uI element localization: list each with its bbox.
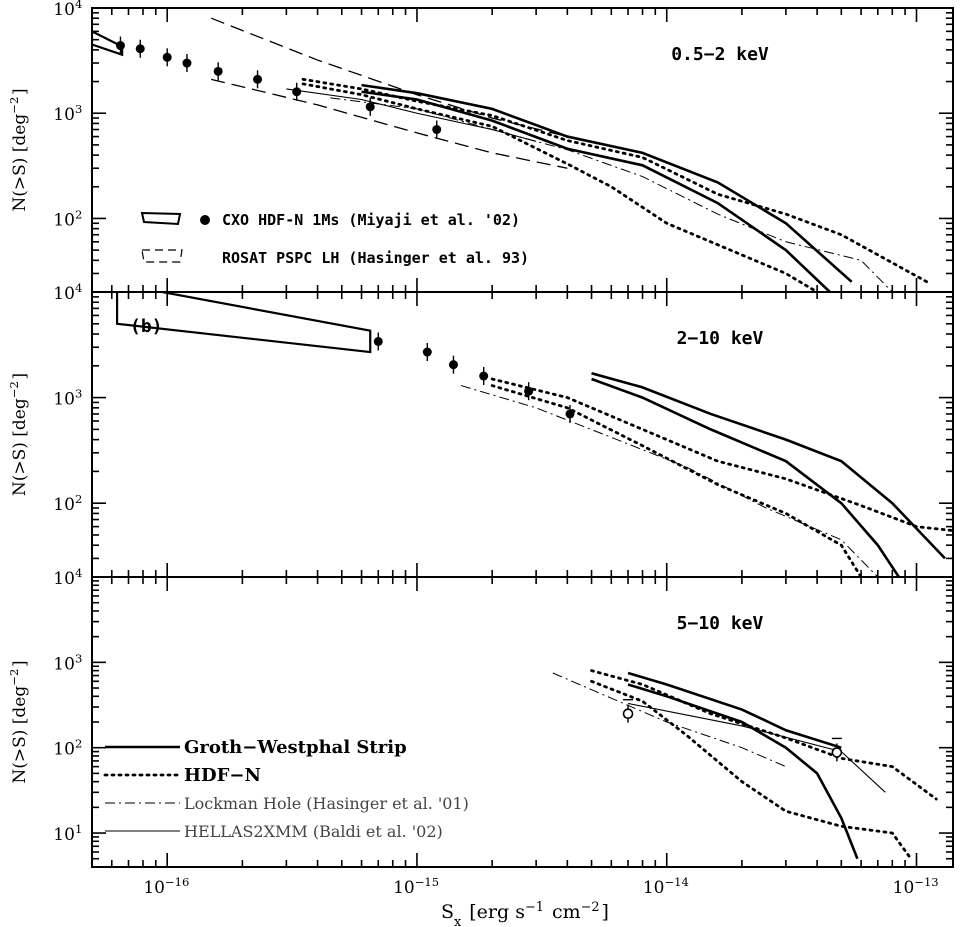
panel-2: 104 103 102 N(>S) [deg−2 ]2−10 keV(b): [7, 281, 954, 578]
data-point: [182, 58, 192, 68]
data-point: [479, 371, 489, 381]
series-line: [211, 78, 568, 169]
legend-item: HDF−N: [103, 765, 261, 786]
data-point: [432, 125, 442, 135]
series-line: [627, 702, 886, 793]
series-line: [490, 377, 953, 533]
y-axis-label: N(>S) [deg−2 ]: [7, 88, 30, 211]
x-tick-label: 10−16: [143, 875, 191, 898]
y-tick-label: 102: [53, 737, 84, 760]
legend-label: CXO HDF-N 1Ms (Miyaji et al. '02): [222, 211, 520, 229]
constraint-box: [92, 30, 124, 57]
series-line: [490, 384, 863, 577]
legend-item: HELLAS2XMM (Baldi et al. '02): [105, 822, 443, 841]
panel-1: 104 103 102 N(>S) [deg−2 ] 0.5−2 keV CXO H…: [7, 0, 954, 293]
series-line: [330, 97, 893, 292]
data-point: [831, 747, 843, 758]
legend-item: Lockman Hole (Hasinger et al. '01): [105, 794, 469, 813]
y-tick-label: 101: [53, 822, 84, 845]
legend-label: Groth−Westphal Strip: [184, 737, 407, 758]
y-axis-label: N(>S) [deg−2 ]: [7, 373, 30, 496]
band-label: 2−10 keV: [677, 328, 764, 349]
legend-item: Groth−Westphal Strip: [105, 737, 407, 758]
series-line: [627, 683, 859, 860]
legend-label: Lockman Hole (Hasinger et al. '01): [184, 794, 469, 813]
constraint-box: [115, 292, 372, 354]
data-point: [565, 409, 575, 419]
data-point: [135, 44, 145, 54]
y-tick-label: 102: [53, 207, 84, 230]
x-axis-label: Sx [erg s−1 cm−2 ]: [441, 900, 609, 927]
series-line: [361, 83, 853, 283]
data-point: [292, 87, 302, 97]
y-tick-label: 102: [53, 492, 84, 515]
legend-item: ROSAT PSPC LH (Hasinger et al. 93): [141, 249, 529, 267]
series-line: [286, 88, 537, 142]
plot-area: [552, 669, 938, 861]
y-tick-label: 103: [53, 651, 84, 674]
data-point: [448, 360, 458, 370]
data-point: [422, 347, 432, 357]
y-tick-label: 103: [53, 102, 84, 125]
data-point: [365, 102, 375, 112]
y-tick-label: 103: [53, 387, 84, 410]
legend-label: HELLAS2XMM (Baldi et al. '02): [184, 822, 443, 841]
legend-dashed-box-icon: [141, 249, 183, 263]
series-line: [590, 669, 938, 801]
y-tick-label: 104: [53, 566, 84, 589]
legend-item: CXO HDF-N 1Ms (Miyaji et al. '02): [140, 211, 520, 229]
x-tick-label: 10−14: [643, 875, 691, 898]
data-point: [373, 336, 383, 346]
series-line: [210, 17, 568, 138]
band-label: 5−10 keV: [677, 613, 764, 634]
series-line: [301, 82, 819, 292]
y-tick-label: 104: [53, 281, 84, 304]
legend-label: HDF−N: [184, 765, 261, 786]
x-tick-label: 10−15: [393, 875, 441, 898]
series-line: [460, 385, 879, 577]
series-line: [591, 377, 900, 577]
series-line: [627, 671, 842, 749]
legend-dot-icon: [200, 215, 210, 225]
series-line: [301, 77, 929, 284]
series-line: [591, 372, 946, 560]
data-point: [622, 708, 634, 720]
data-point: [213, 66, 223, 76]
data-point: [253, 74, 263, 84]
legend-label: ROSAT PSPC LH (Hasinger et al. 93): [222, 249, 529, 267]
data-point: [162, 52, 172, 62]
y-tick-label: 104: [53, 0, 84, 20]
panel-3: 104 103 102 101 N(>S) [deg−2 ] 5−10 keV Gr…: [7, 566, 954, 868]
y-axis-label: N(>S) [deg−2 ]: [7, 660, 30, 783]
legend-box-icon: [140, 211, 182, 226]
plot-area: [92, 17, 929, 292]
series-line: [590, 679, 913, 861]
data-point: [524, 386, 534, 396]
plot-area: [115, 292, 953, 577]
series-line: [552, 672, 787, 768]
data-point: [115, 41, 125, 51]
x-tick-label: 10−13: [893, 875, 941, 898]
band-label: 0.5−2 keV: [671, 44, 769, 65]
